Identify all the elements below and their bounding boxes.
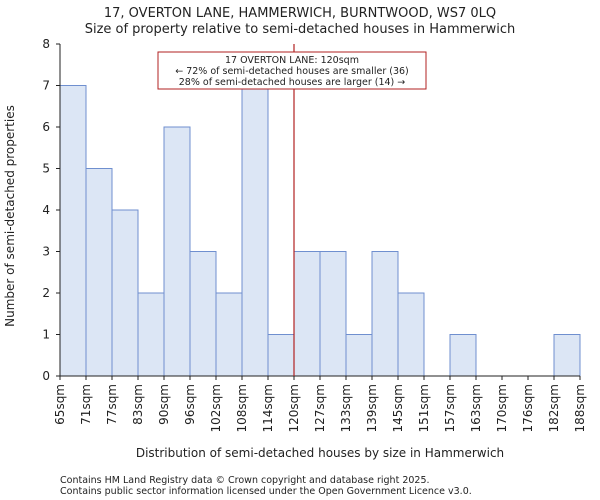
- x-tick-label: 188sqm: [573, 384, 587, 432]
- x-tick-label: 108sqm: [235, 384, 249, 432]
- footer-line-1: Contains HM Land Registry data © Crown c…: [60, 475, 430, 486]
- x-tick-label: 170sqm: [495, 384, 509, 432]
- x-axis: 65sqm 71sqm 77sqm 83sqm 90sqm 96sqm 102sqm 108s…: [53, 376, 587, 432]
- y-tick-label: 1: [42, 328, 50, 342]
- annotation-line-2: ← 72% of semi-detached houses are smalle…: [175, 66, 409, 77]
- bar-83sqm: [137, 292, 165, 377]
- x-tick-label: 163sqm: [469, 384, 483, 432]
- bar-90sqm: [163, 126, 191, 377]
- x-tick-label: 90sqm: [157, 384, 171, 425]
- x-tick-label: 145sqm: [391, 384, 405, 432]
- bar-114sqm: [267, 334, 295, 377]
- y-tick-label: 3: [42, 245, 50, 259]
- x-tick-label: 176sqm: [521, 384, 535, 432]
- y-tick-label: 2: [42, 286, 50, 300]
- x-tick-label: 96sqm: [183, 384, 197, 425]
- bar-127sqm: [319, 251, 347, 377]
- y-tick-label: 0: [42, 369, 50, 383]
- bar-145sqm: [397, 292, 425, 377]
- bar-120sqm: [293, 251, 321, 377]
- x-tick-label: 120sqm: [287, 384, 301, 432]
- bar-139sqm: [371, 251, 399, 377]
- bar-108sqm: [241, 85, 269, 377]
- x-tick-label: 139sqm: [365, 384, 379, 432]
- x-tick-label: 182sqm: [547, 384, 561, 432]
- x-tick-label: 77sqm: [105, 384, 119, 425]
- y-tick-label: 6: [42, 120, 50, 134]
- chart-title: 17, OVERTON LANE, HAMMERWICH, BURNTWOOD,…: [104, 6, 496, 21]
- bars-group: [59, 85, 581, 377]
- annotation-line-1: 17 OVERTON LANE: 120sqm: [225, 55, 359, 66]
- y-axis: 0 1 2 3 4 5 6 7 8: [42, 37, 60, 383]
- bar-182sqm: [553, 334, 581, 377]
- annotation-line-3: 28% of semi-detached houses are larger (…: [179, 77, 406, 88]
- bar-96sqm: [189, 251, 217, 377]
- x-tick-label: 71sqm: [79, 384, 93, 425]
- bar-133sqm: [345, 334, 373, 377]
- chart-subtitle: Size of property relative to semi-detach…: [85, 22, 516, 37]
- bar-102sqm: [215, 292, 243, 377]
- x-axis-label: Distribution of semi-detached houses by …: [136, 446, 504, 460]
- x-tick-label: 133sqm: [339, 384, 353, 432]
- x-tick-label: 114sqm: [261, 384, 275, 432]
- bar-77sqm: [111, 209, 139, 377]
- x-tick-label: 127sqm: [313, 384, 327, 432]
- x-tick-label: 65sqm: [53, 384, 67, 425]
- bar-157sqm: [449, 334, 477, 377]
- y-tick-label: 5: [42, 162, 50, 176]
- y-tick-label: 8: [42, 37, 50, 51]
- x-tick-label: 157sqm: [443, 384, 457, 432]
- footer-line-2: Contains public sector information licen…: [60, 486, 472, 497]
- y-tick-label: 7: [42, 79, 50, 93]
- x-tick-label: 83sqm: [131, 384, 145, 425]
- x-tick-label: 102sqm: [209, 384, 223, 432]
- bar-65sqm: [59, 85, 87, 377]
- y-tick-label: 4: [42, 203, 50, 217]
- y-axis-label: Number of semi-detached properties: [3, 105, 17, 327]
- bar-71sqm: [85, 168, 113, 377]
- annotation-box: [157, 51, 427, 90]
- x-tick-label: 151sqm: [417, 384, 431, 432]
